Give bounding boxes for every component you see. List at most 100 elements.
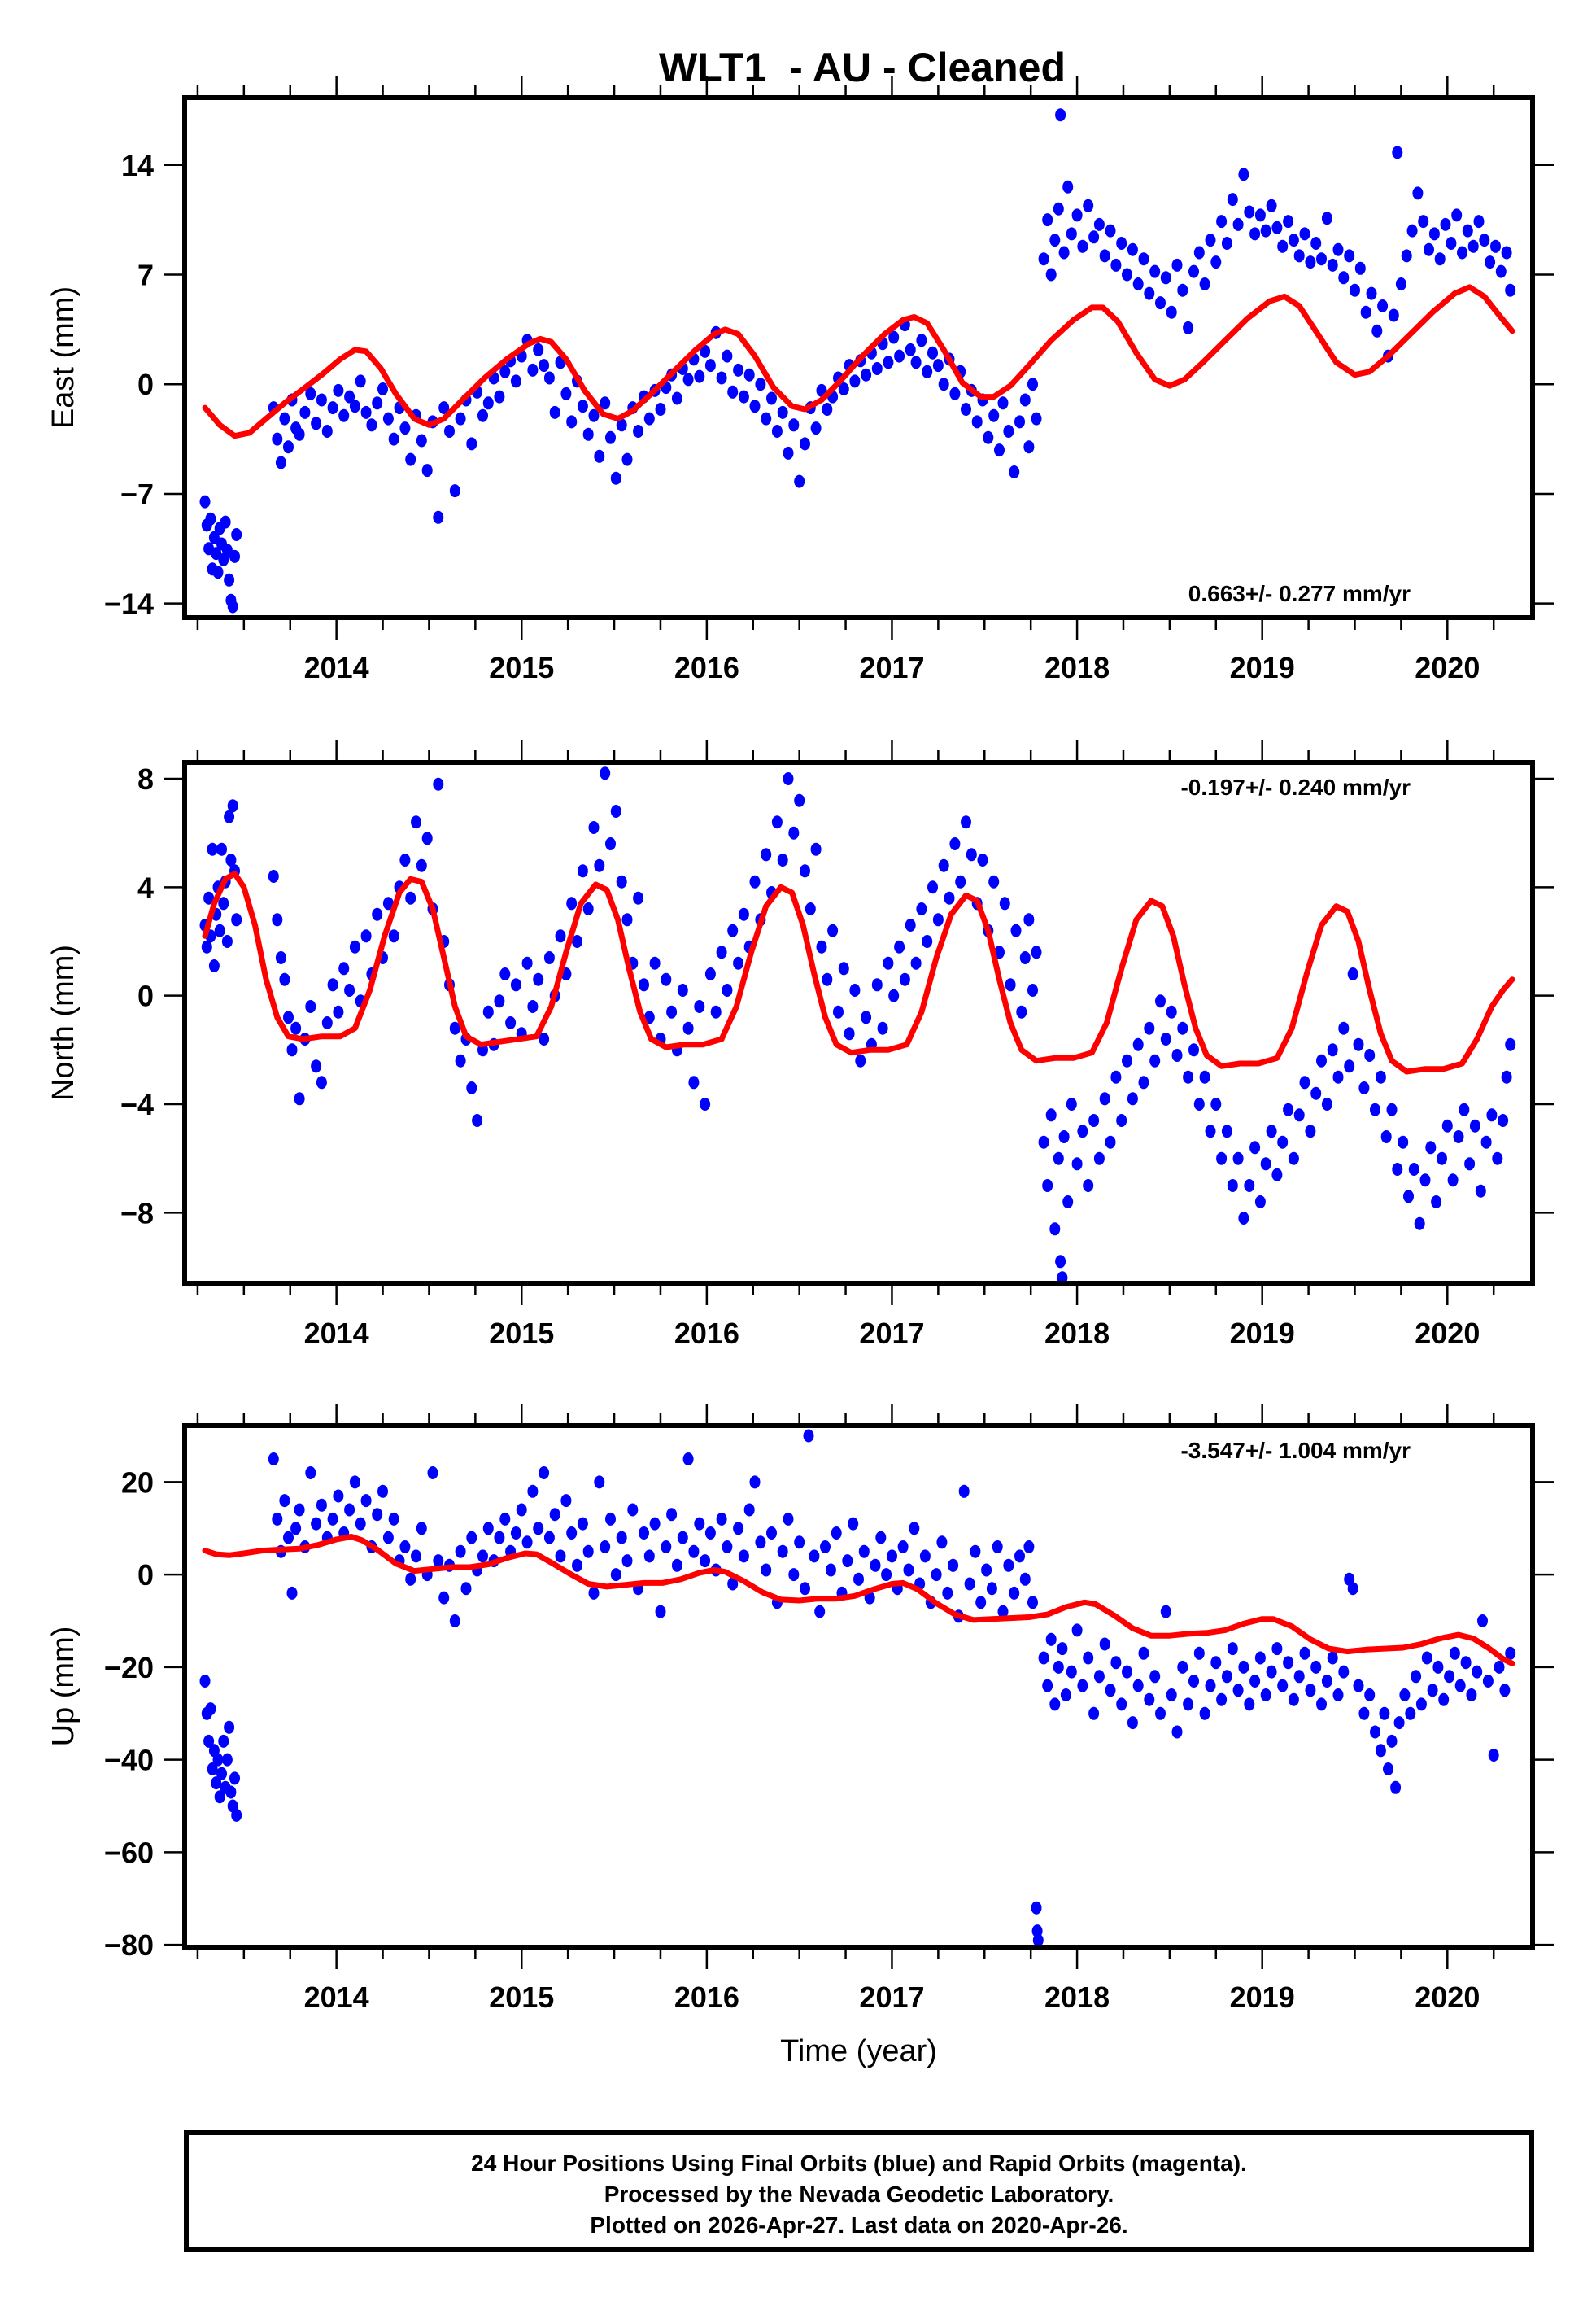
- north-panel: 2014 2015 2016 2017 2018 2019 2020 8 4 0 −4 −8 North…: [46, 740, 1554, 1350]
- data-point: [1177, 1660, 1188, 1674]
- data-point: [1501, 246, 1512, 260]
- data-point: [1505, 1646, 1516, 1660]
- data-point: [272, 432, 283, 446]
- data-point: [355, 374, 366, 388]
- data-point: [861, 1011, 872, 1024]
- data-point: [704, 359, 716, 373]
- data-point: [820, 1540, 831, 1553]
- data-point: [1424, 242, 1434, 256]
- data-point: [207, 1762, 218, 1775]
- data-point: [743, 1503, 755, 1517]
- data-point: [516, 1503, 527, 1517]
- data-point: [311, 417, 322, 430]
- data-point: [521, 1535, 533, 1549]
- data-point: [1332, 242, 1344, 256]
- figure-title: WLT1 - AU - Cleaned: [659, 45, 1066, 90]
- data-point: [1431, 1195, 1442, 1208]
- data-point: [1009, 465, 1020, 478]
- data-point: [1193, 246, 1205, 260]
- data-point: [1277, 1679, 1289, 1692]
- data-point: [1058, 1130, 1070, 1143]
- data-point: [1386, 1103, 1398, 1116]
- data-point: [610, 805, 621, 818]
- data-point: [221, 1753, 233, 1767]
- data-point: [1227, 1179, 1238, 1192]
- data-point: [1023, 1540, 1035, 1553]
- data-point: [344, 1503, 355, 1517]
- data-point: [1293, 1670, 1305, 1684]
- data-point: [549, 1508, 560, 1522]
- data-point: [499, 365, 511, 378]
- data-point: [1221, 237, 1232, 250]
- y-tick-label: −40: [104, 1744, 154, 1777]
- x-tick-label: 2020: [1415, 651, 1480, 684]
- data-point: [1305, 255, 1316, 269]
- data-point: [455, 1054, 466, 1068]
- data-point: [831, 1526, 842, 1540]
- data-point: [1338, 271, 1350, 285]
- data-point: [958, 1484, 970, 1498]
- data-point: [1288, 234, 1299, 247]
- data-point: [694, 369, 705, 383]
- data-point: [1088, 1706, 1100, 1720]
- data-point: [1216, 1151, 1228, 1165]
- velocity-rate-label: 0.663+/- 0.277 mm/yr: [1188, 581, 1411, 606]
- data-point: [1392, 1163, 1403, 1176]
- x-tick-label: 2019: [1230, 1981, 1295, 2014]
- data-point: [268, 870, 279, 883]
- data-point: [871, 362, 883, 375]
- data-point: [1466, 1688, 1477, 1701]
- data-point: [922, 935, 933, 948]
- data-point: [855, 1054, 866, 1068]
- data-point: [1183, 321, 1194, 334]
- data-point: [910, 356, 922, 369]
- data-point: [1093, 1151, 1105, 1165]
- data-point: [633, 425, 644, 438]
- data-point: [466, 1531, 477, 1544]
- data-point: [1425, 1141, 1437, 1155]
- data-point: [1380, 1130, 1392, 1143]
- data-point: [494, 1531, 505, 1544]
- data-point: [858, 1544, 870, 1558]
- data-point: [666, 1508, 678, 1522]
- data-point: [1003, 1558, 1014, 1572]
- data-point: [816, 940, 827, 954]
- data-point: [505, 1016, 517, 1029]
- data-point: [355, 1517, 366, 1531]
- data-point: [1199, 1070, 1210, 1084]
- data-point: [433, 777, 444, 791]
- data-point: [733, 956, 744, 970]
- data-point: [948, 1558, 959, 1572]
- data-point: [482, 1522, 494, 1535]
- data-point: [382, 412, 394, 426]
- data-point: [290, 1522, 302, 1535]
- data-point: [1366, 286, 1377, 300]
- data-point: [1183, 1697, 1194, 1711]
- x-tick-label: 2017: [859, 651, 924, 684]
- data-point: [349, 400, 360, 413]
- data-point: [1132, 277, 1144, 290]
- data-point: [286, 1043, 298, 1057]
- data-point: [1299, 1076, 1310, 1090]
- data-point: [203, 1734, 215, 1748]
- data-point: [1451, 208, 1463, 222]
- data-point: [938, 858, 949, 872]
- data-point: [677, 1531, 688, 1544]
- data-point: [1412, 186, 1424, 200]
- data-point: [1411, 1670, 1422, 1684]
- data-point: [627, 1503, 639, 1517]
- data-point: [1377, 299, 1389, 312]
- data-point: [716, 371, 727, 385]
- data-point: [1210, 255, 1222, 269]
- data-point: [1347, 1582, 1358, 1596]
- data-point: [360, 405, 372, 419]
- data-point: [822, 972, 833, 986]
- data-point: [727, 924, 739, 937]
- data-point: [1127, 1092, 1138, 1106]
- data-point: [682, 1021, 694, 1035]
- data-point: [205, 1702, 216, 1716]
- data-point: [212, 566, 224, 579]
- data-point: [577, 400, 588, 413]
- data-point: [1486, 1108, 1498, 1122]
